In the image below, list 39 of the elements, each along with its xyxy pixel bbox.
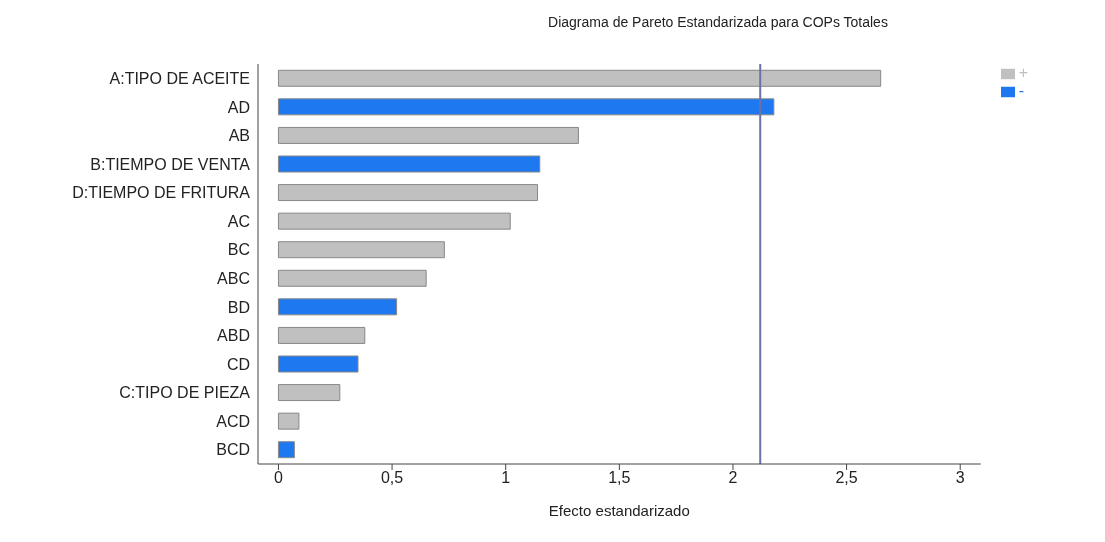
x-axis-title: Efecto estandarizado [548, 502, 690, 519]
x-tick-label: 0,5 [380, 469, 404, 487]
y-tick-label: ABD [217, 327, 250, 345]
bar [277, 98, 775, 116]
y-tick-label: D:TIEMPO DE FRITURA [72, 184, 251, 202]
legend-label: - [1018, 82, 1024, 99]
x-tick-label: 3 [955, 469, 965, 487]
bar [277, 384, 341, 402]
x-tick-label: 2 [728, 469, 738, 487]
y-tick-label: BC [227, 241, 250, 259]
y-tick-label: CD [226, 355, 250, 373]
x-tick-label: 2,5 [835, 469, 858, 487]
bar [277, 69, 882, 87]
y-tick-label: B:TIEMPO DE VENTA [90, 155, 251, 173]
y-tick-label: C:TIPO DE PIEZA [119, 384, 251, 402]
x-tick-label: 1,5 [608, 469, 631, 487]
y-tick-label: AB [228, 127, 250, 145]
chart-title: Diagrama de Pareto Estandarizada para COPs Totales [547, 13, 889, 32]
bar [277, 184, 539, 202]
bar [277, 355, 359, 373]
y-tick-label: A:TIPO DE ACEITE [109, 69, 250, 87]
y-tick-label: ACD [216, 412, 250, 430]
legend-label: + [1018, 64, 1028, 81]
bar [277, 412, 300, 430]
y-tick-label: BD [227, 298, 250, 316]
x-tick-label: 1 [501, 469, 511, 487]
y-tick-label: ABC [217, 269, 250, 287]
y-tick-label: BCD [216, 441, 250, 459]
bar [277, 126, 579, 144]
bar [277, 441, 295, 459]
x-tick-label: 0 [274, 469, 283, 487]
bar [277, 155, 541, 173]
bar [277, 212, 511, 230]
y-tick-label: AC [227, 212, 250, 230]
bar [277, 269, 427, 287]
bar [277, 298, 398, 316]
bar [277, 241, 445, 259]
y-tick-label: AD [227, 98, 250, 116]
bar [277, 326, 366, 344]
